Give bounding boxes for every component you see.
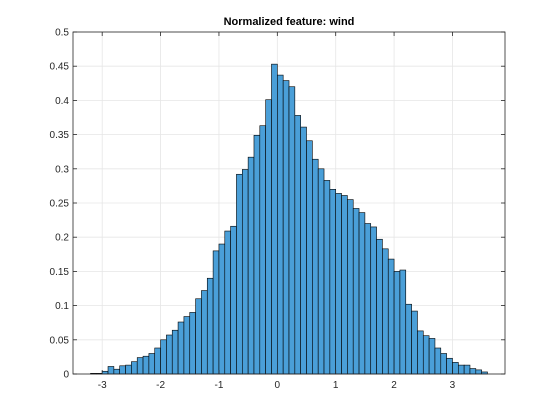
histogram-bar	[101, 370, 109, 375]
histogram-bar	[241, 169, 249, 375]
histogram-bar	[160, 339, 167, 375]
histogram-bar	[288, 86, 296, 375]
x-tick-label: -2	[156, 380, 165, 391]
y-tick-label: 0.05	[50, 335, 70, 346]
histogram-bar	[282, 80, 290, 375]
histogram-bar	[201, 290, 208, 375]
histogram-bar	[452, 362, 459, 375]
chart-title: Normalized feature: wind	[224, 16, 355, 28]
histogram-bar	[300, 126, 307, 375]
histogram-bar	[230, 225, 237, 375]
y-tick-label: 0.2	[55, 233, 69, 244]
histogram-bar	[317, 168, 325, 375]
histogram-bar	[142, 355, 150, 375]
histogram-bar	[247, 156, 255, 375]
histogram-bar	[463, 364, 471, 375]
y-tick-label: 0.25	[50, 199, 70, 210]
histogram-bar	[335, 193, 342, 375]
histogram-bar	[166, 334, 173, 375]
x-tick-labels: -3 -2 -1 0 1 2 3	[98, 380, 456, 391]
histogram-bar	[171, 329, 179, 375]
y-tick-label: 0.1	[55, 301, 69, 312]
histogram-bar	[434, 347, 442, 375]
histogram-bar	[347, 199, 354, 375]
histogram-bar	[475, 369, 482, 375]
histogram-bar	[457, 364, 465, 375]
histogram-bar	[446, 357, 453, 375]
histogram-bar	[224, 230, 231, 375]
y-tick-label: 0	[63, 370, 69, 381]
y-tick-label: 0.5	[55, 28, 69, 39]
histogram-bar	[358, 212, 366, 375]
x-tick-label: 0	[275, 380, 281, 391]
histogram-bar	[265, 99, 272, 375]
histogram-bar	[312, 158, 319, 375]
y-tick-label: 0.45	[50, 62, 70, 73]
histogram-bar	[405, 303, 412, 375]
histogram-bar	[277, 74, 284, 375]
histogram-bar	[469, 368, 477, 375]
x-tick-label: -3	[98, 380, 107, 391]
histogram-bar	[206, 277, 214, 375]
histogram-bar	[195, 298, 202, 375]
histogram-bars	[90, 63, 488, 375]
y-tick-label: 0.3	[55, 164, 69, 175]
histogram-bar	[113, 368, 121, 375]
x-tick-label: 1	[333, 380, 339, 391]
x-tick-label: 2	[391, 380, 397, 391]
histogram-bar	[387, 258, 395, 375]
histogram-bar	[422, 335, 430, 375]
histogram-bar	[131, 361, 138, 375]
x-tick-label: -1	[214, 380, 223, 391]
histogram-bar	[177, 321, 185, 375]
histogram-bar	[148, 353, 156, 375]
histogram-bar	[183, 316, 191, 375]
histogram-bar	[259, 125, 266, 375]
histogram-bar	[154, 347, 161, 375]
histogram-bar	[119, 365, 126, 375]
histogram-bar	[323, 180, 331, 375]
histogram-bar	[218, 243, 226, 375]
y-tick-label: 0.4	[55, 96, 69, 107]
histogram-bar	[382, 248, 389, 375]
histogram-bar	[271, 63, 278, 375]
histogram-bar	[370, 226, 377, 375]
y-tick-labels: 0 0.05 0.1 0.15 0.2 0.25 0.3 0.35 0.4 0.45 0.5	[50, 28, 70, 381]
y-tick-label: 0.15	[50, 267, 70, 278]
histogram-bar	[107, 366, 115, 375]
histogram-bar	[341, 195, 348, 375]
histogram-bar	[440, 353, 447, 375]
histogram-bar	[352, 208, 360, 375]
histogram-bar	[294, 115, 301, 375]
tick-marks	[73, 31, 505, 375]
histogram-bar	[236, 173, 243, 375]
x-tick-label: 3	[450, 380, 456, 391]
histogram-bar	[136, 357, 144, 375]
histogram-bar	[125, 364, 132, 375]
histogram-bar	[306, 140, 313, 375]
histogram-bar	[253, 134, 261, 375]
histogram-bar	[364, 223, 372, 375]
histogram-bar	[411, 310, 418, 375]
histogram-bar	[417, 330, 424, 375]
histogram-bar	[399, 269, 407, 375]
histogram-bar	[212, 250, 220, 375]
histogram-bar	[393, 271, 401, 375]
y-tick-label: 0.35	[50, 130, 70, 141]
histogram-bar	[376, 238, 383, 375]
histogram-bar	[189, 312, 196, 375]
histogram-bar	[329, 189, 337, 375]
histogram-bar	[428, 338, 436, 375]
